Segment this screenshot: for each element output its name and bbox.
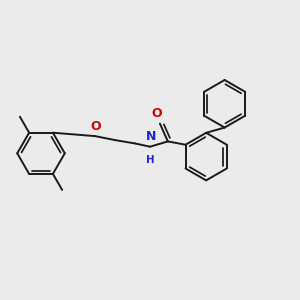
Text: N: N [146, 130, 156, 143]
Text: O: O [151, 107, 162, 120]
Text: O: O [91, 121, 101, 134]
Text: H: H [146, 154, 155, 165]
